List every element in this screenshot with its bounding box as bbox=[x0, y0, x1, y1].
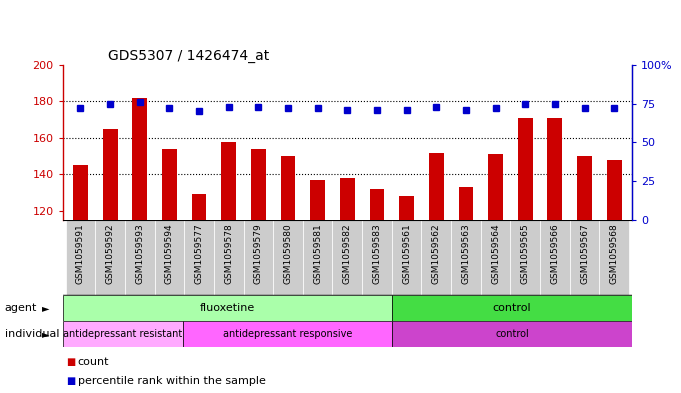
Bar bbox=[392, 295, 632, 321]
Bar bbox=[103, 129, 118, 220]
Text: GSM1059561: GSM1059561 bbox=[402, 224, 411, 285]
Text: GSM1059566: GSM1059566 bbox=[550, 224, 559, 285]
Text: count: count bbox=[78, 357, 109, 367]
Bar bbox=[95, 220, 125, 295]
Text: GSM1059594: GSM1059594 bbox=[165, 224, 174, 285]
Text: GSM1059583: GSM1059583 bbox=[373, 224, 381, 285]
Text: antidepressant resistant: antidepressant resistant bbox=[63, 329, 183, 339]
Text: GSM1059562: GSM1059562 bbox=[432, 224, 441, 285]
Bar bbox=[362, 220, 392, 295]
Bar bbox=[429, 152, 444, 220]
Bar bbox=[251, 149, 266, 220]
Text: GSM1059580: GSM1059580 bbox=[283, 224, 293, 285]
Text: control: control bbox=[495, 329, 529, 339]
Bar bbox=[458, 187, 473, 220]
Text: individual: individual bbox=[5, 329, 59, 339]
Text: GSM1059581: GSM1059581 bbox=[313, 224, 322, 285]
Text: GSM1059568: GSM1059568 bbox=[609, 224, 618, 285]
Text: ■: ■ bbox=[66, 357, 76, 367]
Text: ■: ■ bbox=[66, 376, 76, 386]
Bar bbox=[577, 156, 592, 220]
Text: GSM1059593: GSM1059593 bbox=[136, 224, 144, 285]
Bar bbox=[183, 321, 392, 347]
Text: control: control bbox=[493, 303, 531, 313]
Bar bbox=[132, 98, 147, 220]
Bar bbox=[540, 220, 570, 295]
Bar bbox=[392, 220, 422, 295]
Text: percentile rank within the sample: percentile rank within the sample bbox=[78, 376, 266, 386]
Bar bbox=[481, 220, 510, 295]
Text: GSM1059579: GSM1059579 bbox=[254, 224, 263, 285]
Text: GSM1059567: GSM1059567 bbox=[580, 224, 589, 285]
Bar bbox=[370, 189, 384, 220]
Text: GSM1059564: GSM1059564 bbox=[491, 224, 500, 285]
Bar bbox=[399, 196, 414, 220]
Bar bbox=[607, 160, 622, 220]
Text: antidepressant responsive: antidepressant responsive bbox=[223, 329, 352, 339]
Text: ►: ► bbox=[42, 303, 50, 313]
Text: GSM1059582: GSM1059582 bbox=[343, 224, 352, 285]
Bar bbox=[155, 220, 185, 295]
Text: GSM1059577: GSM1059577 bbox=[195, 224, 204, 285]
Bar bbox=[244, 220, 273, 295]
Bar bbox=[548, 118, 563, 220]
Bar bbox=[570, 220, 599, 295]
Text: GDS5307 / 1426474_at: GDS5307 / 1426474_at bbox=[108, 49, 270, 62]
Bar bbox=[281, 156, 296, 220]
Bar bbox=[221, 141, 236, 220]
Bar bbox=[311, 180, 325, 220]
Bar bbox=[599, 220, 629, 295]
Text: ►: ► bbox=[42, 329, 50, 339]
Bar bbox=[303, 220, 332, 295]
Bar bbox=[162, 149, 177, 220]
Bar bbox=[518, 118, 533, 220]
Text: GSM1059592: GSM1059592 bbox=[106, 224, 114, 285]
Bar bbox=[392, 321, 632, 347]
Bar bbox=[214, 220, 244, 295]
Bar bbox=[125, 220, 155, 295]
Bar bbox=[65, 220, 95, 295]
Bar bbox=[63, 321, 183, 347]
Bar bbox=[332, 220, 362, 295]
Text: fluoxetine: fluoxetine bbox=[200, 303, 255, 313]
Bar bbox=[422, 220, 451, 295]
Bar bbox=[191, 195, 206, 220]
Text: GSM1059563: GSM1059563 bbox=[462, 224, 471, 285]
Bar bbox=[63, 295, 392, 321]
Text: GSM1059565: GSM1059565 bbox=[521, 224, 530, 285]
Bar bbox=[273, 220, 303, 295]
Bar bbox=[510, 220, 540, 295]
Text: GSM1059578: GSM1059578 bbox=[224, 224, 233, 285]
Bar bbox=[340, 178, 355, 220]
Text: agent: agent bbox=[5, 303, 37, 313]
Bar bbox=[185, 220, 214, 295]
Bar bbox=[488, 154, 503, 220]
Bar bbox=[451, 220, 481, 295]
Text: GSM1059591: GSM1059591 bbox=[76, 224, 85, 285]
Bar bbox=[73, 165, 88, 220]
